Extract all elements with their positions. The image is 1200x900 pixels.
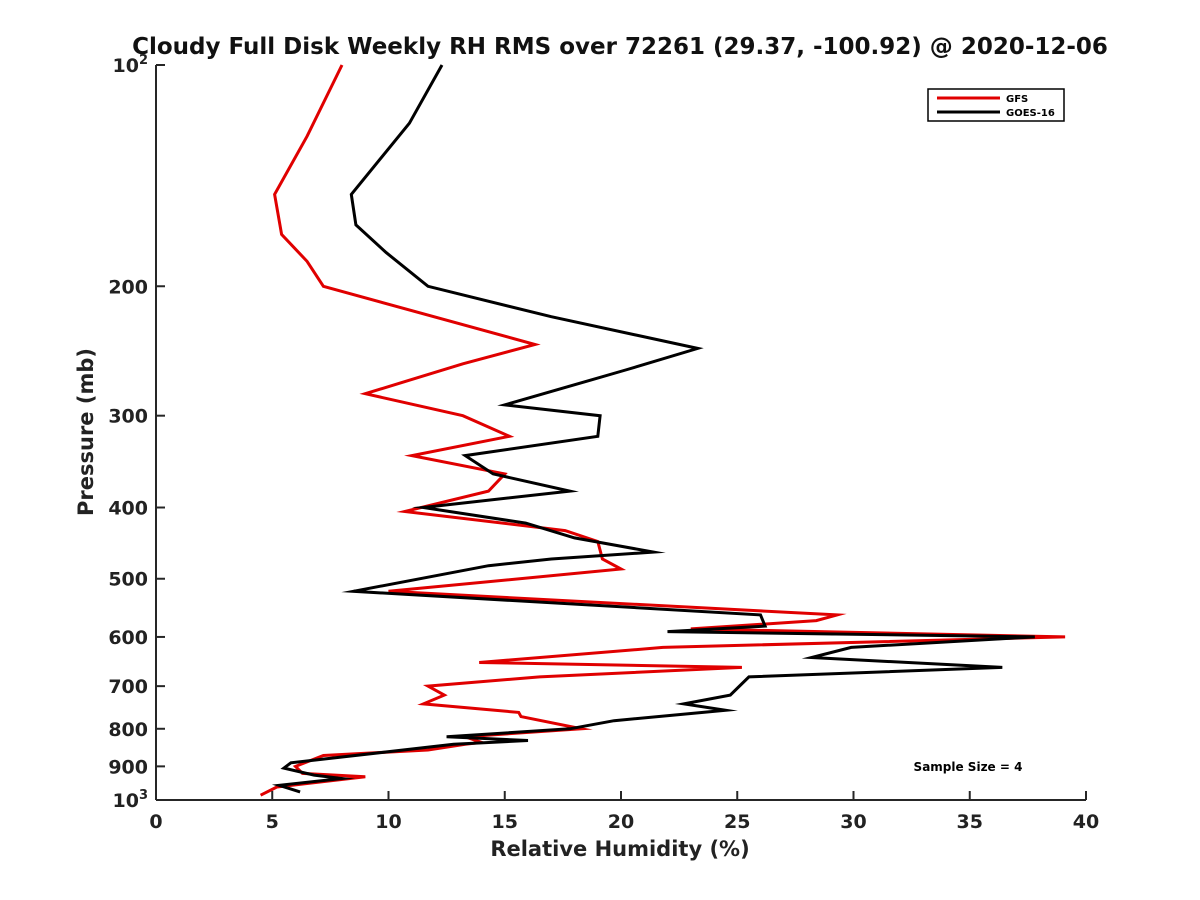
- x-tick-label: 25: [724, 811, 750, 833]
- y-tick-label: 400: [108, 498, 148, 520]
- x-tick-label: 10: [375, 811, 401, 833]
- x-tick-label: 30: [840, 811, 866, 833]
- legend-label: GOES-16: [1006, 108, 1055, 119]
- x-tick-label: 20: [608, 811, 634, 833]
- x-tick-label: 15: [492, 811, 518, 833]
- series-line-goes-16: [271, 64, 1035, 794]
- legend-box: [927, 88, 1065, 122]
- y-tick-label: 600: [108, 627, 148, 649]
- axis-ticks: 0 5 10 15 20 25 30 35 40 102 200 300 400 500 600 700 800…: [108, 53, 1099, 833]
- x-tick-label: 5: [266, 811, 279, 833]
- y-tick-label: 103: [113, 788, 149, 812]
- y-tick-label: 500: [108, 569, 148, 591]
- plot-series: [259, 64, 1066, 797]
- y-tick-label: 300: [108, 406, 148, 428]
- x-tick-label: 40: [1073, 811, 1099, 833]
- y-tick-label: 102: [113, 53, 149, 77]
- y-tick-label: 200: [108, 276, 148, 298]
- x-tick-label: 35: [957, 811, 983, 833]
- x-tick-label: 0: [149, 811, 162, 833]
- x-axis-label: Relative Humidity (%): [490, 837, 749, 861]
- legend-label: GFS: [1006, 94, 1028, 105]
- y-tick-label: 800: [108, 719, 148, 741]
- chart-title: Cloudy Full Disk Weekly RH RMS over 7226…: [132, 34, 1108, 60]
- sample-size-annotation: Sample Size = 4: [914, 760, 1023, 774]
- y-axis-label: Pressure (mb): [74, 348, 98, 516]
- legend: GFS GOES-16: [927, 88, 1065, 122]
- y-tick-label: 700: [108, 676, 148, 698]
- y-tick-label: 900: [108, 756, 148, 778]
